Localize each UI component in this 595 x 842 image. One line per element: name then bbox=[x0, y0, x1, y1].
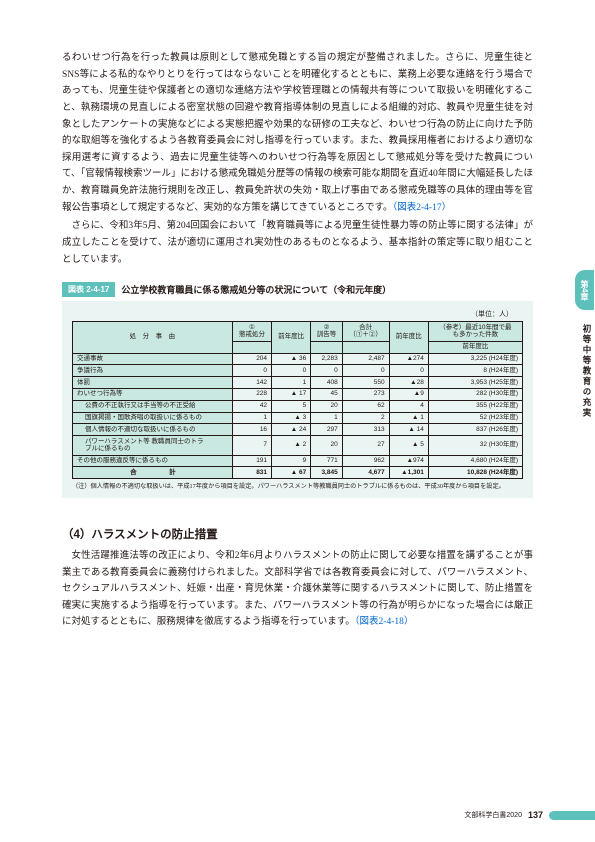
chart-label: 図表 2-4-17 bbox=[62, 282, 115, 297]
table-row: 個人情報の不適切な取扱いに係るもの16▲ 24297313▲ 14837 (H2… bbox=[73, 424, 523, 436]
chart-title: 公立学校教育職員に係る懲戒処分等の状況について（令和元年度） bbox=[121, 283, 391, 296]
table-container: （単位：人） 処 分 事 由 ① 懲戒処分 前年度比 ② 訓告等 合計 （①＋②… bbox=[62, 301, 533, 498]
th-c2: ② 訓告等 bbox=[311, 322, 342, 342]
th-c3: 合計 （①＋②） bbox=[342, 322, 389, 342]
table-sum-row: 合 計831▲ 673,8454,677▲1,30110,828 (H24年度) bbox=[73, 467, 523, 479]
footer-bar-icon bbox=[549, 811, 595, 820]
paragraph-2: さらに、令和3年5月、第204回国会において「教育職員等による児童生徒性暴力等の… bbox=[62, 218, 533, 268]
table-row: パワーハラスメント等 教職員同士のトラ ブルに係るもの7▲ 22027▲ 532… bbox=[73, 436, 523, 456]
table-row: 公費の不正執行又は手当等の不正受給42520624355 (H22年度) bbox=[73, 400, 523, 412]
footer-text: 文部科学白書2020 bbox=[464, 810, 522, 820]
figure-link-2[interactable]: （図表2-4-18） bbox=[355, 617, 414, 627]
table-row: 体罰1421408550▲283,953 (H25年度) bbox=[73, 377, 523, 389]
chapter-subtitle: 初等中等教育の充実 bbox=[575, 310, 595, 429]
side-tab: 第4章 初等中等教育の充実 bbox=[575, 270, 595, 429]
th-c3b: 前年度比 bbox=[389, 322, 428, 353]
discipline-table: 処 分 事 由 ① 懲戒処分 前年度比 ② 訓告等 合計 （①＋②） 前年度比 … bbox=[72, 321, 523, 479]
th-ref: （参考）最近10年間で最 も多かった件数 bbox=[428, 322, 522, 342]
th-refb: 前年度比 bbox=[428, 341, 522, 353]
paragraph-3: 女性活躍推進法等の改正により、令和2年6月よりハラスメントの防止に関して必要な措… bbox=[62, 548, 533, 631]
table-row: わいせつ行為等228▲ 1745273▲9282 (H30年度) bbox=[73, 388, 523, 400]
figure-link-1[interactable]: （図表2-4-17） bbox=[393, 203, 452, 213]
paragraph-1: るわいせつ行為を行った教員は原則として懲戒免職とする旨の規定が整備されました。さ… bbox=[62, 50, 533, 216]
chapter-tab: 第4章 bbox=[575, 270, 594, 310]
table-note: （注）個人情報の不適切な取扱いは、平成17年度から項目を設定。パワーハラスメント… bbox=[72, 483, 523, 492]
section-heading: （4）ハラスメントの防止措置 bbox=[62, 526, 533, 542]
table-row: 交通事故204▲ 362,2832,487▲2743,225 (H24年度) bbox=[73, 353, 523, 365]
th-category: 処 分 事 由 bbox=[73, 322, 233, 353]
unit-label: （単位：人） bbox=[72, 309, 523, 319]
table-row: 国旗掲揚・国歌斉唱の取扱いに係るもの1▲ 312▲ 152 (H23年度) bbox=[73, 412, 523, 424]
th-c1b: 前年度比 bbox=[272, 322, 311, 353]
th-c1: ① 懲戒処分 bbox=[232, 322, 271, 342]
table-row: 争議行為000008 (H24年度) bbox=[73, 365, 523, 377]
page-number: 137 bbox=[528, 810, 543, 820]
page-footer: 文部科学白書2020 137 bbox=[464, 810, 595, 820]
table-row: その他の服務違反等に係るもの1919771962▲9744,680 (H24年度… bbox=[73, 455, 523, 467]
